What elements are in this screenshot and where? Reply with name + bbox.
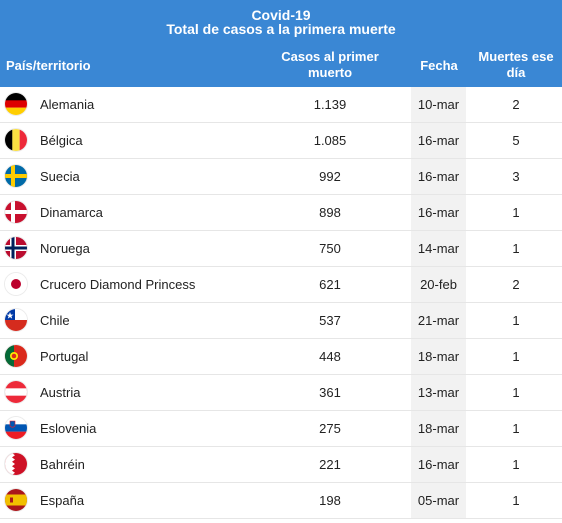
table-row: Portugal 448 18-mar 1 — [0, 339, 562, 375]
table-row: Eslovenia 275 18-mar 1 — [0, 411, 562, 447]
table-row: Austria 361 13-mar 1 — [0, 375, 562, 411]
date-value: 13-mar — [417, 385, 460, 400]
country-name: Dinamarca — [40, 205, 103, 220]
country-name: Bélgica — [40, 133, 83, 148]
bahrain-flag-icon — [5, 453, 27, 475]
date-value: 16-mar — [417, 169, 460, 184]
country-name: Austria — [40, 385, 81, 400]
country-name: Chile — [40, 313, 70, 328]
deaths-value: 1 — [512, 241, 520, 256]
table-body: Alemania 1.139 10-mar 2 Bélgica 1.085 16… — [0, 87, 562, 519]
date-value: 18-mar — [417, 421, 460, 436]
deaths-value: 1 — [512, 457, 520, 472]
date-cell-background — [411, 87, 466, 122]
table-subtitle: Total de casos a la primera muerte — [166, 21, 396, 37]
date-cell-background — [411, 339, 466, 374]
deaths-value: 5 — [512, 133, 520, 148]
table-row: Chile 537 21-mar 1 — [0, 303, 562, 339]
date-value: 14-mar — [417, 241, 460, 256]
date-value: 16-mar — [417, 133, 460, 148]
cases-value: 275 — [319, 421, 341, 436]
date-cell-background — [411, 303, 466, 338]
portugal-flag-icon — [5, 345, 27, 367]
sweden-flag-icon — [5, 165, 27, 187]
date-cell-background — [411, 123, 466, 158]
date-cell-background — [411, 195, 466, 230]
cases-value: 992 — [319, 169, 341, 184]
deaths-value: 1 — [512, 205, 520, 220]
date-value: 18-mar — [417, 349, 460, 364]
chile-flag-icon — [5, 309, 27, 331]
denmark-flag-icon — [5, 201, 27, 223]
cases-value: 361 — [319, 385, 341, 400]
table-row: Crucero Diamond Princess 621 20-feb 2 — [0, 267, 562, 303]
date-cell-background — [411, 375, 466, 410]
cases-value: 898 — [319, 205, 341, 220]
cases-value: 750 — [319, 241, 341, 256]
country-name: Portugal — [40, 349, 89, 364]
table-row: Suecia 992 16-mar 3 — [0, 159, 562, 195]
date-cell-background — [411, 447, 466, 482]
deaths-value: 1 — [512, 313, 520, 328]
austria-flag-icon — [5, 381, 27, 403]
table-row: Bahréin 221 16-mar 1 — [0, 447, 562, 483]
cases-value: 537 — [319, 313, 341, 328]
deaths-value: 3 — [512, 169, 520, 184]
table-header: Covid-19 Total de casos a la primera mue… — [0, 0, 562, 87]
cases-value: 448 — [319, 349, 341, 364]
deaths-value: 2 — [512, 97, 520, 112]
deaths-value: 1 — [512, 385, 520, 400]
cases-value: 1.085 — [313, 133, 347, 148]
spain-flag-icon — [5, 489, 27, 511]
cases-value: 198 — [319, 493, 341, 508]
table-row: Bélgica 1.085 16-mar 5 — [0, 123, 562, 159]
date-value: 21-mar — [417, 313, 460, 328]
column-header-cases: Casos al primer muerto — [281, 49, 379, 80]
country-name: Alemania — [40, 97, 95, 112]
date-cell-background — [411, 267, 466, 302]
date-cell-background — [411, 483, 466, 518]
deaths-value: 1 — [512, 493, 520, 508]
country-name: Bahréin — [40, 457, 85, 472]
belgium-flag-icon — [5, 129, 27, 151]
date-value: 20-feb — [420, 277, 457, 292]
date-cell-background — [411, 231, 466, 266]
country-name: Eslovenia — [40, 421, 97, 436]
deaths-value: 1 — [512, 349, 520, 364]
date-value: 05-mar — [417, 493, 460, 508]
country-name: España — [40, 493, 85, 508]
country-name: Crucero Diamond Princess — [40, 277, 196, 292]
deaths-value: 2 — [512, 277, 520, 292]
date-value: 16-mar — [417, 205, 460, 220]
japan-flag-icon — [5, 273, 27, 295]
date-cell-background — [411, 411, 466, 446]
cases-value: 221 — [319, 457, 341, 472]
table-row: Dinamarca 898 16-mar 1 — [0, 195, 562, 231]
table-title: Covid-19 — [251, 7, 311, 23]
date-value: 10-mar — [417, 97, 460, 112]
germany-flag-icon — [5, 93, 27, 115]
slovenia-flag-icon — [5, 417, 27, 439]
date-value: 16-mar — [417, 457, 460, 472]
country-name: Suecia — [40, 169, 80, 184]
table-row: España 198 05-mar 1 — [0, 483, 562, 519]
date-cell-background — [411, 159, 466, 194]
country-name: Noruega — [40, 241, 90, 256]
table-row: Alemania 1.139 10-mar 2 — [0, 87, 562, 123]
norway-flag-icon — [5, 237, 27, 259]
cases-value: 1.139 — [313, 97, 347, 112]
cases-value: 621 — [319, 277, 341, 292]
table-row: Noruega 750 14-mar 1 — [0, 231, 562, 267]
column-header-country: País/territorio — [6, 58, 91, 73]
deaths-value: 1 — [512, 421, 520, 436]
column-header-date: Fecha — [420, 58, 458, 73]
column-header-deaths: Muertes ese día — [478, 49, 554, 80]
